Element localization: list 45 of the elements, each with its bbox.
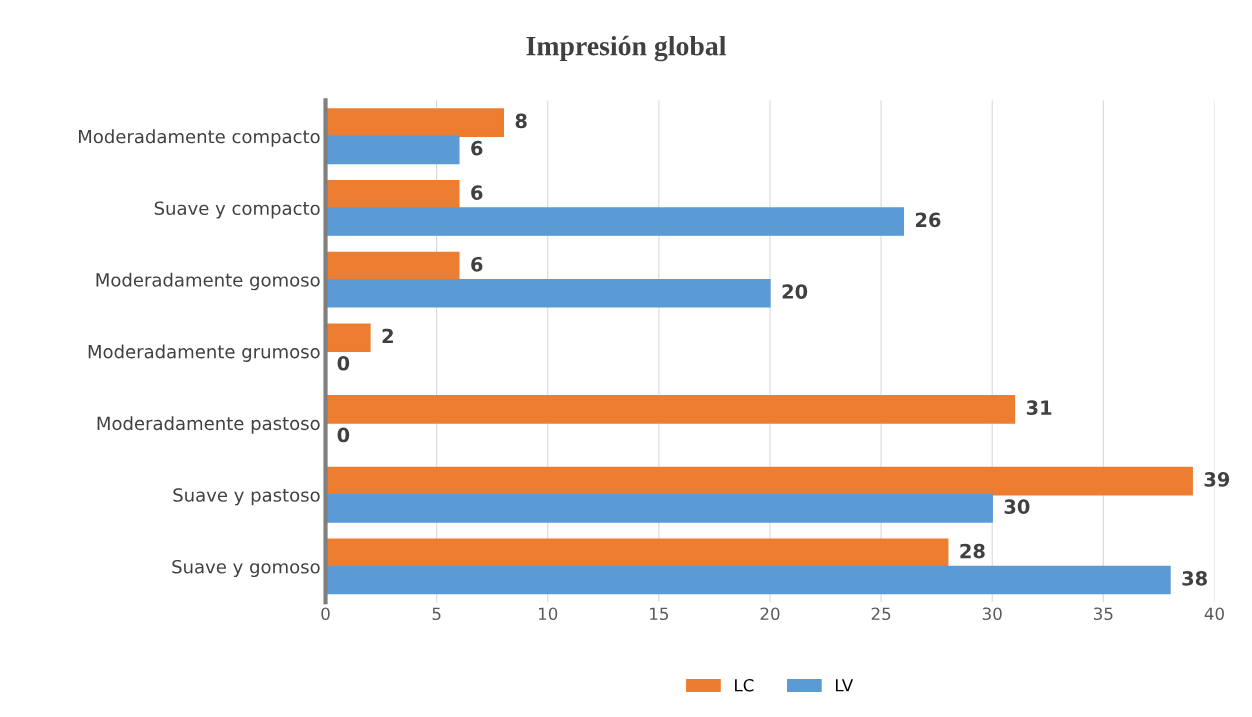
x-tick-label: 40 xyxy=(1204,607,1224,621)
data-label: 0 xyxy=(337,355,350,371)
data-label: 28 xyxy=(960,543,985,559)
bar xyxy=(325,251,460,281)
x-tick-label: 0 xyxy=(321,607,330,621)
x-tick-label: 10 xyxy=(538,607,558,621)
bar xyxy=(325,135,460,165)
x-tick-label: 35 xyxy=(1093,607,1113,621)
data-label: 6 xyxy=(471,256,483,272)
bar xyxy=(325,538,949,568)
data-label: 31 xyxy=(1026,400,1052,416)
y-tick-label: Moderadamente compacto xyxy=(79,129,320,147)
data-label: 30 xyxy=(1004,499,1030,514)
data-label: 2 xyxy=(382,328,393,344)
data-label: 8 xyxy=(515,113,527,129)
data-label: 20 xyxy=(782,284,808,299)
data-label: 38 xyxy=(1182,570,1207,586)
legend-label: LC xyxy=(735,678,754,692)
x-tick-label: 25 xyxy=(871,607,891,621)
bar xyxy=(325,466,1193,496)
data-label: 26 xyxy=(915,212,941,228)
y-tick-label: Moderadamente grumoso xyxy=(88,344,320,362)
data-label: 39 xyxy=(1204,472,1230,487)
bar xyxy=(325,323,371,353)
y-tick-label: Suave y gomoso xyxy=(172,559,320,578)
x-tick-label: 20 xyxy=(760,607,780,621)
bar xyxy=(325,179,460,209)
y-tick-label: Moderadamente gomoso xyxy=(96,272,320,291)
bar xyxy=(325,207,905,236)
bar xyxy=(325,108,504,137)
legend-label: LV xyxy=(835,679,854,692)
chart-title: Impresión global xyxy=(526,35,726,62)
x-tick-label: 15 xyxy=(650,607,669,621)
data-label: 6 xyxy=(471,140,483,156)
y-tick-label: Suave y pastoso xyxy=(173,488,320,506)
x-tick-label: 5 xyxy=(432,607,441,621)
bar xyxy=(325,278,771,308)
x-tick-label: 30 xyxy=(982,607,1002,621)
data-label: 6 xyxy=(471,185,483,200)
y-tick-label: Suave y compacto xyxy=(154,201,320,219)
data-label: 0 xyxy=(337,427,350,443)
bar xyxy=(325,565,1171,595)
y-tick-label: Moderadamente pastoso xyxy=(97,416,320,434)
bar xyxy=(325,494,993,523)
bar xyxy=(325,395,1016,424)
